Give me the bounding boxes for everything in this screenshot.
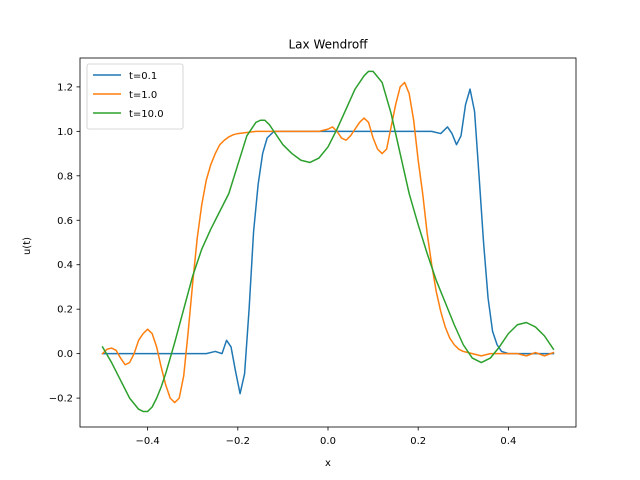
- x-tick-label: −0.2: [226, 436, 250, 447]
- legend: t=0.1 t=1.0 t=10.0: [86, 63, 184, 130]
- x-axis-label: x: [325, 458, 331, 469]
- y-tick-label: 0.6: [57, 216, 73, 227]
- y-tick-label: −0.2: [49, 394, 73, 405]
- y-tick-label: 0.0: [57, 349, 73, 360]
- legend-label-1: t=0.1: [129, 71, 157, 82]
- y-axis-label: u(t): [22, 237, 33, 255]
- y-tick-label: 0.4: [57, 260, 73, 271]
- y-tick-label: 1.2: [57, 82, 73, 93]
- y-tick-label: 1.0: [57, 127, 73, 138]
- x-tick-label: 0.2: [410, 436, 426, 447]
- chart-title: Lax Wendroff: [288, 38, 368, 52]
- y-tick-label: 0.2: [57, 305, 73, 316]
- legend-label-2: t=1.0: [129, 90, 157, 101]
- series-line-2: [101, 81, 555, 404]
- x-tick-label: −0.4: [135, 436, 159, 447]
- series-line-3: [101, 70, 555, 413]
- series-line-1: [101, 88, 555, 395]
- x-tick-label: 0.0: [320, 436, 336, 447]
- x-tick-label: 0.4: [500, 436, 516, 447]
- legend-label-3: t=10.0: [129, 109, 164, 120]
- series-group: [101, 70, 555, 413]
- plot-area: −0.4 −0.2 0.0 0.2 0.4 −0.2 0.0 0.2 0.4 0.6 0.8 1.0 1…: [49, 57, 577, 447]
- y-tick-label: 0.8: [57, 171, 73, 182]
